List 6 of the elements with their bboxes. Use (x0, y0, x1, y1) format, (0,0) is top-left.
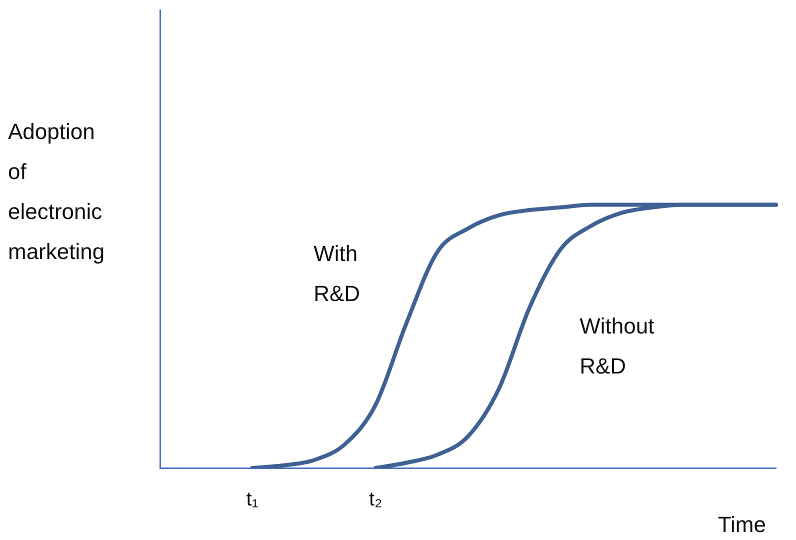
y-axis-title: Adoption of electronic marketing (8, 118, 105, 266)
text: With R&D (314, 240, 360, 306)
x-axis-title: Time (718, 512, 766, 538)
x-tick-label: t₁ (246, 488, 259, 511)
x-tick-label: t₂ (368, 488, 382, 511)
text: Without R&D (580, 314, 654, 378)
